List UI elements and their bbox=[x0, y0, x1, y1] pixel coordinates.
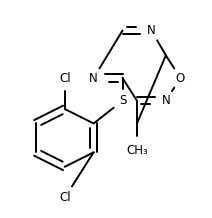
Text: Cl: Cl bbox=[59, 191, 71, 204]
Text: CH₃: CH₃ bbox=[126, 144, 148, 157]
Text: O: O bbox=[176, 72, 185, 85]
Text: N: N bbox=[162, 94, 170, 107]
Text: N: N bbox=[89, 72, 98, 85]
Text: N: N bbox=[147, 24, 156, 37]
Text: S: S bbox=[119, 94, 126, 107]
Text: Cl: Cl bbox=[59, 72, 71, 85]
